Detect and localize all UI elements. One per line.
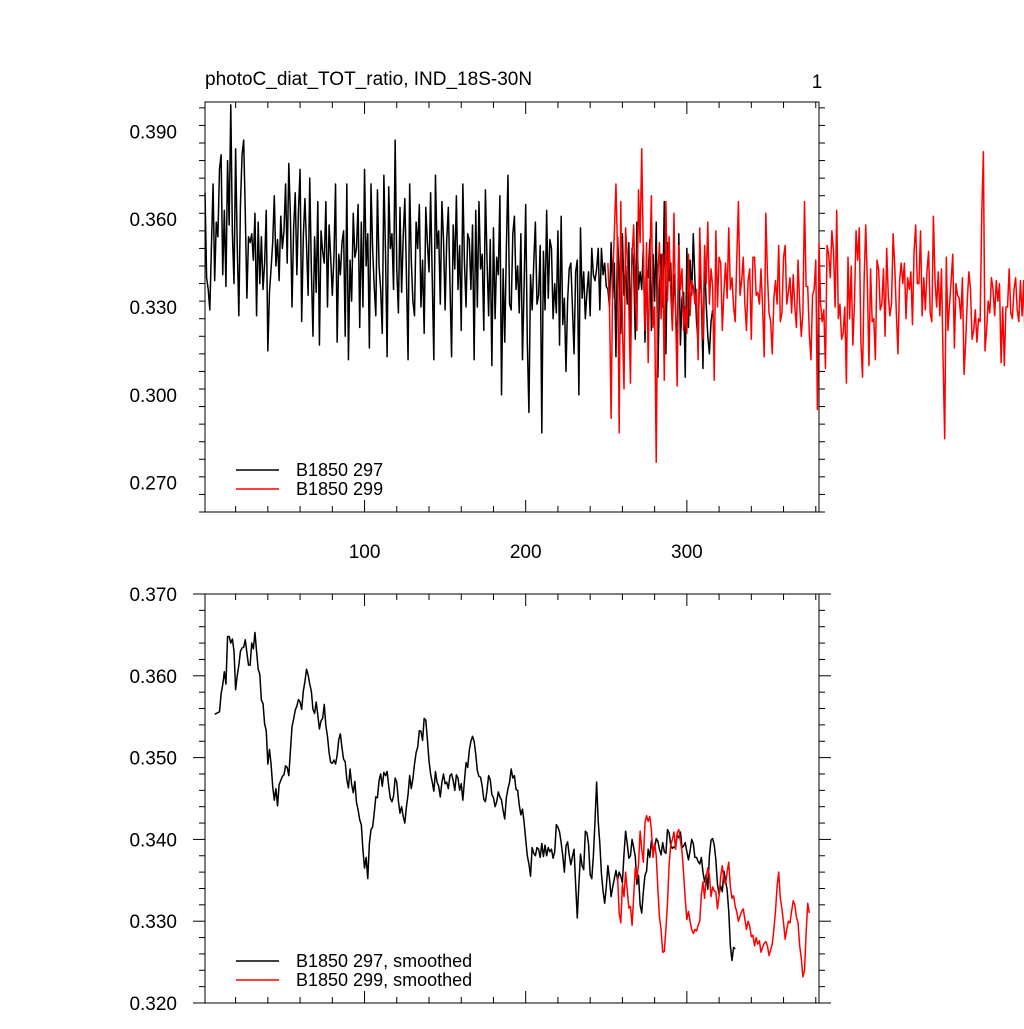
corner-label: 1 bbox=[812, 72, 823, 93]
y-tick-label: 0.330 bbox=[129, 298, 177, 319]
series-line-black bbox=[204, 104, 714, 434]
legend-label: B1850 299, smoothed bbox=[296, 970, 472, 990]
y-tick-label: 0.340 bbox=[129, 830, 177, 851]
legend-label: B1850 297, smoothed bbox=[296, 951, 472, 971]
x-tick-label: 300 bbox=[671, 542, 703, 563]
bottom-panel: 0.320 0.330 0.340 0.350 0.360 0.370 B1850 297,… bbox=[129, 585, 831, 1015]
y-tick-label: 0.390 bbox=[129, 122, 177, 143]
series-line-red bbox=[616, 814, 811, 978]
y-tick-label: 0.300 bbox=[129, 386, 177, 407]
legend-label: B1850 297 bbox=[296, 460, 383, 480]
y-tick-label: 0.320 bbox=[129, 994, 177, 1015]
top-panel: photoC_diat_TOT_ratio, IND_18S-30N 1 100… bbox=[129, 69, 1024, 563]
y-tick-label: 0.270 bbox=[129, 474, 177, 495]
y-tick-label: 0.360 bbox=[129, 667, 177, 688]
x-tick-label: 200 bbox=[510, 542, 542, 563]
legend-label: B1850 299 bbox=[296, 479, 383, 499]
series-line-red bbox=[607, 148, 1024, 463]
chart-title: photoC_diat_TOT_ratio, IND_18S-30N bbox=[205, 69, 532, 90]
x-tick-label: 100 bbox=[349, 542, 381, 563]
y-tick-label: 0.360 bbox=[129, 210, 177, 231]
y-tick-label: 0.370 bbox=[129, 585, 177, 606]
y-tick-label: 0.330 bbox=[129, 912, 177, 933]
series-line-black bbox=[214, 631, 736, 962]
plot-frame bbox=[204, 593, 820, 1004]
y-tick-label: 0.350 bbox=[129, 749, 177, 770]
